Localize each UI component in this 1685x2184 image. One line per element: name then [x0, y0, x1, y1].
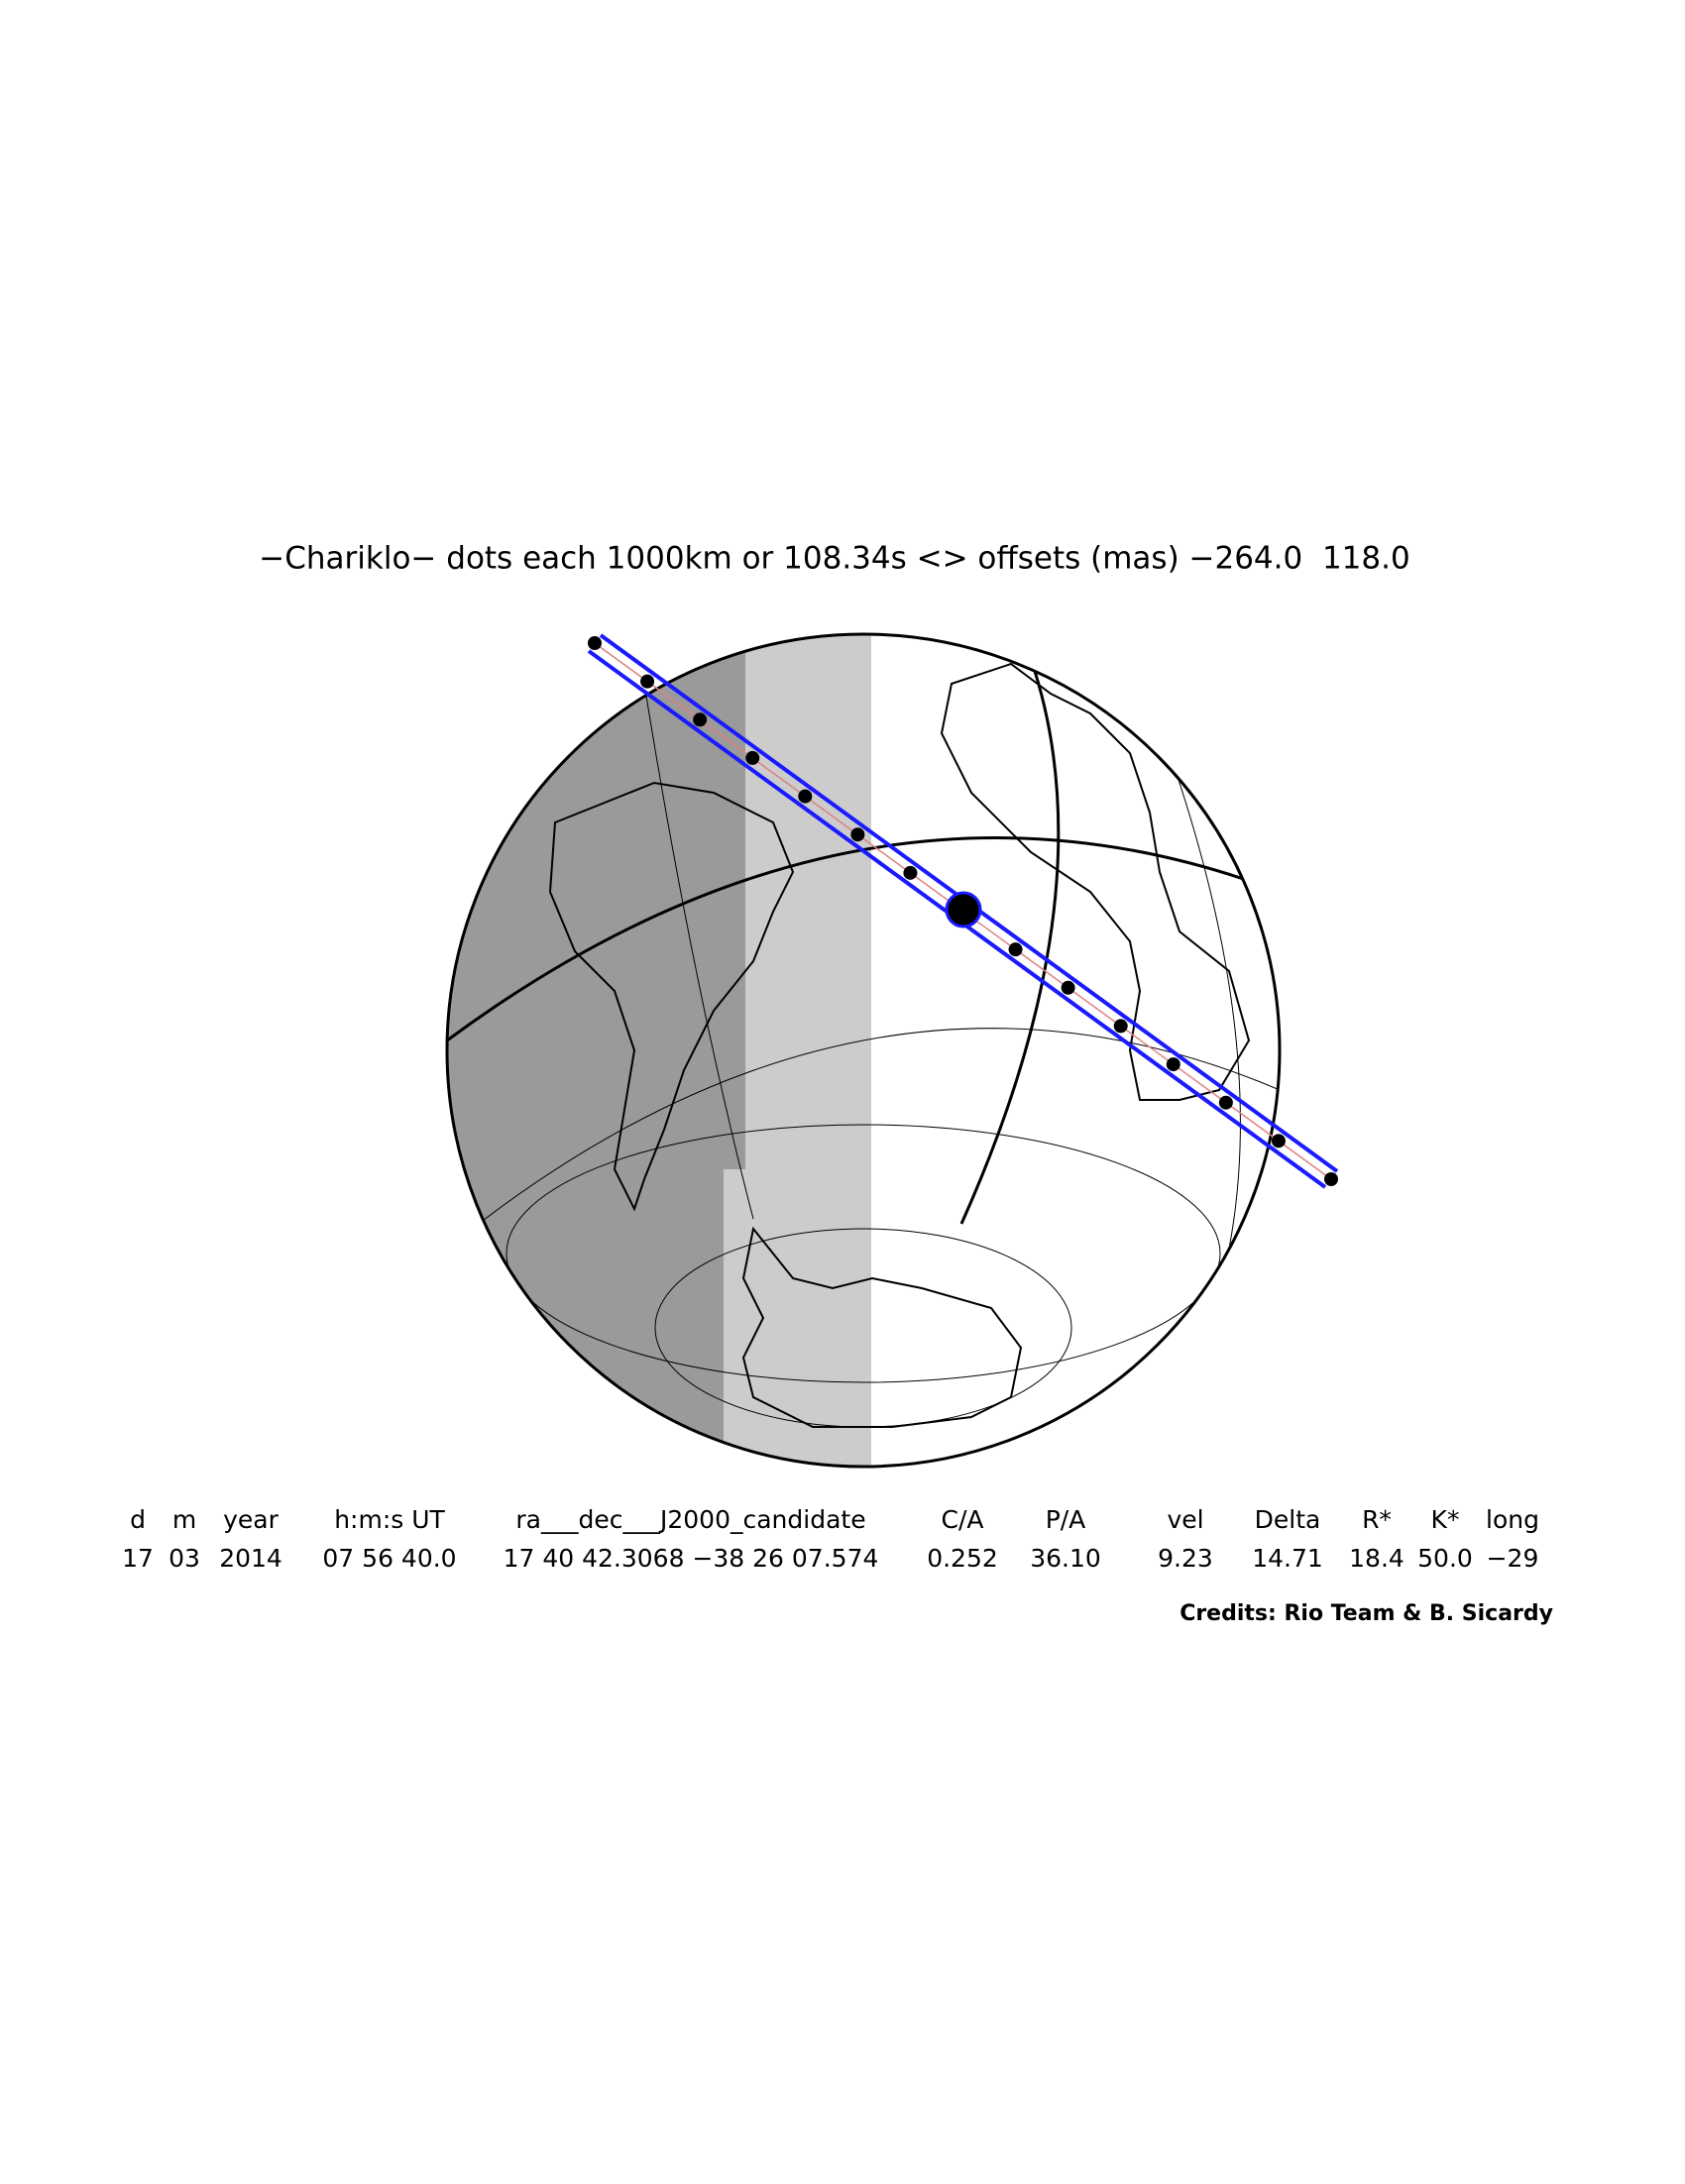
- table-value: 03: [168, 1544, 200, 1573]
- track-dot: [1218, 1095, 1233, 1110]
- table-header: R*: [1362, 1505, 1392, 1534]
- twilight-region: [724, 1169, 745, 1467]
- continents: [548, 662, 1251, 1428]
- track-dot: [588, 636, 602, 650]
- table-header: m: [172, 1505, 196, 1534]
- meridian: [643, 683, 754, 1220]
- table-header: d: [130, 1505, 146, 1534]
- africa: [940, 662, 1251, 1101]
- south-america: [548, 781, 795, 1212]
- table-value: −29: [1487, 1544, 1539, 1573]
- table-value: 2014: [219, 1544, 282, 1573]
- table-header: ra___dec___J2000_candidate: [515, 1505, 865, 1534]
- table-header: Delta: [1255, 1505, 1321, 1534]
- night-shading: [447, 634, 871, 1467]
- table-value: 18.4: [1349, 1544, 1404, 1573]
- table-value: 07 56 40.0: [322, 1544, 456, 1573]
- track-dot: [1166, 1057, 1180, 1072]
- track-dot: [1271, 1134, 1286, 1148]
- track-dot: [693, 712, 708, 727]
- table-value: 17: [122, 1544, 154, 1573]
- credits: Credits: Rio Team & B. Sicardy: [1180, 1601, 1553, 1626]
- table-header: year: [223, 1505, 279, 1534]
- closest-approach-dot: [945, 891, 982, 928]
- table-value: 9.23: [1158, 1544, 1213, 1573]
- track-dot: [850, 827, 865, 842]
- meridian: [1169, 752, 1241, 1250]
- track-dot: [1061, 980, 1075, 995]
- track-dot: [798, 789, 813, 804]
- globe: [445, 632, 1282, 1469]
- table-header: C/A: [942, 1505, 984, 1534]
- table-value: 14.71: [1252, 1544, 1323, 1573]
- map-title: −Chariklo− dots each 1000km or 108.34s <…: [259, 541, 1409, 577]
- antarctica: [741, 1226, 1023, 1428]
- twilight-region: [745, 634, 871, 1467]
- track-dot: [640, 674, 655, 689]
- occultation-track: [587, 633, 1339, 1189]
- table-header: vel: [1167, 1505, 1203, 1534]
- latitude-line: [506, 1124, 1221, 1383]
- globe-outline: [445, 632, 1282, 1469]
- track-dot: [1008, 942, 1023, 957]
- terminator-meridian: [959, 658, 1061, 1225]
- table-header: long: [1486, 1505, 1539, 1534]
- track-dot: [1113, 1019, 1128, 1034]
- night-region: [447, 634, 745, 1467]
- track-dot: [1324, 1172, 1338, 1186]
- event-table: d m year h:m:s UT ra___dec___J2000_candidate…: [122, 1505, 1539, 1573]
- table-value: 0.252: [927, 1544, 998, 1573]
- table-value: 17 40 42.3068 −38 26 07.574: [504, 1544, 879, 1573]
- track-dot: [745, 750, 760, 765]
- track-dot: [903, 865, 918, 880]
- table-value: 36.10: [1030, 1544, 1101, 1573]
- table-header: P/A: [1046, 1505, 1086, 1534]
- latitude-line: [447, 1028, 1280, 1250]
- table-header: K*: [1431, 1505, 1460, 1534]
- table-value: 50.0: [1417, 1544, 1473, 1573]
- table-header: h:m:s UT: [334, 1505, 445, 1534]
